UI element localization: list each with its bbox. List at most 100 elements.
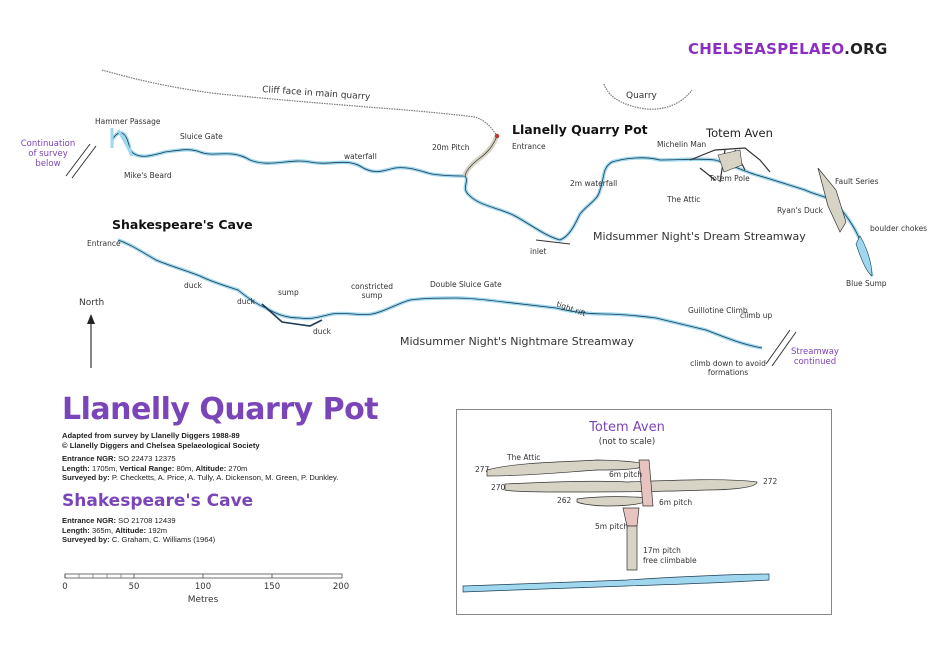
boulder-chokes-label: boulder chokes [870,224,927,233]
vrange-label: Vertical Range: [119,463,175,473]
entrance-ngr-row: Entrance NGR: SO 22473 12375 [62,454,338,464]
scale-bar-bar [64,573,343,579]
continuation-break [65,143,97,179]
length-label: Length: [62,463,90,473]
quarry-label: Quarry [626,91,658,101]
free-climbable-label: free climbable [643,556,697,565]
level-262-passage [576,496,650,507]
scale-bar: 0 50 100 150 200 Metres [62,573,349,605]
entrance-left-label: Entrance [87,239,121,248]
main-title: Llanelly Quarry Pot [62,392,379,427]
sc-surveyed-row: Surveyed by: C. Graham, C. Williams (196… [62,535,215,545]
entrance-pitch-passage [462,135,500,177]
sc-altitude-value: 192m [148,525,168,535]
constricted-sump-line: sump [362,291,383,300]
blue-sump-pool [855,235,873,277]
height-277: 277 [475,465,490,474]
totem-aven-inset: Totem Aven (not to scale) The Attic 277 … [456,409,832,615]
scale-tick-100: 100 [195,582,211,592]
sluice-gate-label: Sluice Gate [180,132,223,141]
inlet-passage [535,239,571,245]
fault-series-label: Fault Series [835,177,879,186]
continuation-line: below [35,159,60,169]
pitch-17m-label: 17m pitch [643,546,681,555]
copyright: © Llanelly Diggers and Chelsea Spelaeolo… [62,440,260,450]
michelin-man-label: Michelin Man [657,140,706,149]
streamway-break [765,329,797,367]
ryans-duck-label: Ryan's Duck [777,206,824,215]
pitch-6m-b-label: 6m pitch [659,498,692,507]
waterfall-label: waterfall [344,152,377,161]
totem-pole-label: Totem Pole [708,174,750,183]
two-m-waterfall-label: 2m waterfall [570,179,617,188]
surveyed-row: Surveyed by: P. Checketts, A. Price, A. … [62,473,338,483]
sc-ngr-value: SO 21708 12439 [118,516,176,525]
bottom-streamway [462,573,770,593]
constricted-sump-line: constricted [351,282,393,291]
streamway-continued-label: Streamway continued [791,347,839,367]
duck-label-1: duck [184,281,203,290]
tight-rift-label: tight rift [555,299,587,318]
shakespeare-details: Entrance NGR: SO 21708 12439 Length: 365… [62,516,215,545]
continuation-line: of survey [28,149,68,159]
sump-label: sump [278,288,299,297]
inset-svg: Totem Aven (not to scale) The Attic 277 … [462,420,778,593]
scale-tick-200: 200 [333,582,349,592]
north-arrow-head [87,314,95,324]
sc-altitude-label: Altitude: [115,525,146,535]
website-url-prefix: CHELSEASPELAEO [688,40,845,58]
website-url-suffix: .ORG [844,40,888,58]
vrange-value: 80m, [176,463,194,473]
llanelly-quarry-pot-label: Llanelly Quarry Pot [512,122,648,137]
scale-tick-50: 50 [129,582,140,592]
climb-down-label: climb down to avoid formations [690,359,766,377]
height-262: 262 [557,496,572,505]
length-row: Length: 1705m, Vertical Range: 80m, Alti… [62,464,338,474]
shakespeare-title: Shakespeare's Cave [62,491,254,511]
sc-length-label: Length: [62,525,90,535]
blue-sump-label: Blue Sump [846,279,887,288]
survey-credits: Adapted from survey by Llanelly Diggers … [62,431,260,450]
sc-surveyed-label: Surveyed by: [62,535,110,545]
llanelly-details: Entrance NGR: SO 22473 12375 Length: 170… [62,454,338,483]
pitch-20m-label: 20m Pitch [432,143,470,152]
hammer-passage [110,128,134,157]
scale-tick-150: 150 [264,582,280,592]
shakespeares-cave-label: Shakespeare's Cave [112,217,253,232]
lower-streamway [117,238,763,350]
climb-down-line: climb down to avoid [690,359,766,368]
sc-length-row: Length: 365m, Altitude: 192m [62,526,215,536]
duck-section [261,303,323,327]
entrance-ngr-label: Entrance NGR: [62,454,117,463]
pitch-5m-label: 5m pitch [595,522,628,531]
shaft-upper [638,459,654,507]
inset-title: Totem Aven [588,420,665,435]
inset-attic-label: The Attic [506,453,540,462]
continuation-label: Continuation of survey below [21,139,75,169]
pitch-6m-a-label: 6m pitch [609,470,642,479]
streamway-continued-line: continued [794,357,836,367]
totem-aven-label: Totem Aven [705,126,773,140]
mikes-beard-label: Mike's Beard [124,171,172,180]
the-attic-label: The Attic [666,195,700,204]
entrance-top-label: Entrance [512,142,546,151]
north-label: North [79,298,104,308]
entrance-marker [494,133,500,139]
upper-streamway [110,131,874,277]
adapted-from: Adapted from survey by Llanelly Diggers … [62,431,240,440]
surveyed-label: Surveyed by: [62,473,110,483]
altitude-label: Altitude: [195,463,227,473]
double-sluice-gate-label: Double Sluice Gate [430,280,502,289]
fault-series [817,167,847,233]
llanelly-passages [110,128,874,277]
website-url[interactable]: CHELSEASPELAEO.ORG [688,40,888,58]
level-270-passage [504,479,758,493]
shakespeare-passages [117,238,763,350]
sc-ngr-row: Entrance NGR: SO 21708 12439 [62,516,215,526]
inset-subtitle: (not to scale) [599,437,655,447]
climb-up-label: climb up [740,311,772,320]
length-value: 1705m, [91,463,118,473]
continuation-line: Continuation [21,139,75,149]
shaft-17m [626,525,638,571]
